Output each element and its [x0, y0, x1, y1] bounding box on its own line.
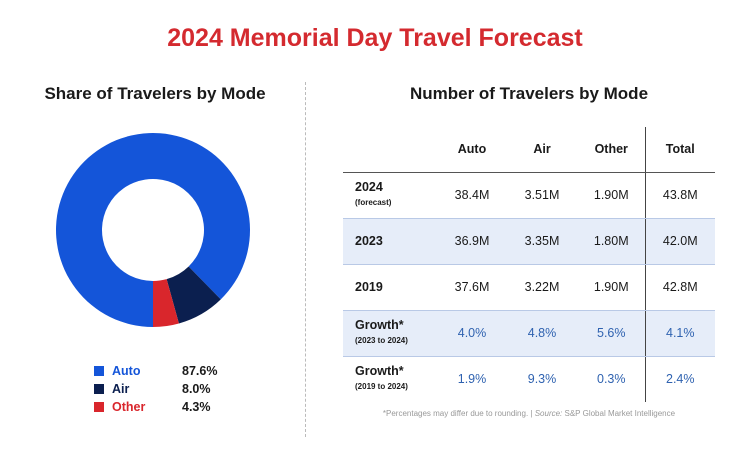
- left-chart-title: Share of Travelers by Mode: [44, 84, 266, 103]
- table-cell: 1.90M: [578, 172, 645, 219]
- row-label-text: Growth*: [355, 318, 404, 332]
- table-cell: 42.0M: [644, 218, 715, 265]
- donut-slice-other: [153, 279, 179, 327]
- table-cell: 43.8M: [644, 172, 715, 219]
- table-cell: 3.51M: [506, 172, 578, 219]
- header-total: Total: [644, 127, 715, 173]
- legend-swatch-air: [94, 384, 104, 394]
- row-label: 2024 (forecast): [343, 172, 438, 219]
- table-cell: 3.22M: [506, 264, 578, 311]
- table-cell: 9.3%: [527, 372, 557, 387]
- legend-swatch-auto: [94, 366, 104, 376]
- footnote-text: *Percentages may differ due to rounding.…: [382, 409, 535, 418]
- row-label-text: 2019: [355, 279, 383, 294]
- row-label-text: Growth*: [355, 364, 404, 379]
- table-cell: 1.90M: [578, 264, 645, 311]
- legend-value: 8.0%: [182, 382, 211, 396]
- table-cell: 1.9%: [457, 372, 487, 387]
- legend-label: Auto: [112, 364, 141, 378]
- table-cell: 3.35M: [506, 218, 578, 265]
- footnote: *Percentages may differ due to rounding.…: [343, 409, 715, 418]
- table-cell: 38.4M: [438, 172, 506, 219]
- legend-label: Other: [112, 400, 146, 414]
- table-cell: 1.80M: [578, 218, 645, 265]
- row-label-text: 2024: [355, 180, 383, 194]
- travelers-table: Auto Air Other Total 2024 (forecast) 38.4M…: [343, 127, 715, 402]
- row-label: Growth* (2019 to 2024): [343, 356, 438, 402]
- row-label: 2019: [343, 264, 438, 311]
- table-cell: 4.0%: [438, 310, 506, 357]
- row-sublabel: (2023 to 2024): [355, 336, 408, 345]
- table-cell: 37.6M: [438, 264, 506, 311]
- table-cell: 4.1%: [644, 310, 715, 357]
- donut-slice-auto: [55, 132, 251, 327]
- page-title: 2024 Memorial Day Travel Forecast: [167, 24, 583, 52]
- table-row: Growth* (2023 to 2024) 4.0% 4.8% 5.6% 4.1%: [343, 310, 715, 357]
- donut-slice-air: [166, 266, 221, 324]
- donut-chart: [55, 132, 251, 327]
- table-row: 2024 (forecast) 38.4M 3.51M 1.90M 43.8M: [343, 172, 715, 219]
- table-row: 2019 37.6M 3.22M 1.90M 42.8M: [343, 264, 715, 311]
- legend-swatch-other: [94, 402, 104, 412]
- table-row: 2023 36.9M 3.35M 1.80M 42.0M: [343, 218, 715, 265]
- right-table-title: Number of Travelers by Mode: [409, 84, 649, 103]
- table-cell: 0.3%: [597, 372, 626, 387]
- header-blank: [343, 127, 438, 173]
- table-cell: 36.9M: [438, 218, 506, 265]
- header-other: Other: [578, 127, 645, 173]
- divider: [305, 82, 306, 437]
- legend-value: 4.3%: [182, 400, 211, 414]
- row-label-text: 2023: [355, 233, 383, 248]
- row-label: 2023: [343, 218, 438, 265]
- header-auto: Auto: [438, 127, 506, 173]
- header-air: Air: [506, 127, 578, 173]
- table-cell: 42.8M: [644, 264, 715, 311]
- source-label: Source:: [534, 409, 563, 418]
- source-text: S&P Global Market Intelligence: [562, 409, 676, 418]
- row-sublabel: (2019 to 2024): [355, 382, 408, 392]
- table-row: Growth* (2019 to 2024) 1.9% 9.3% 0.3% 2.4%: [343, 356, 715, 402]
- table-cell: 4.8%: [506, 310, 578, 357]
- legend-label: Air: [112, 382, 130, 396]
- table-cell: 5.6%: [578, 310, 645, 357]
- row-label: Growth* (2023 to 2024): [343, 310, 438, 357]
- legend-value: 87.6%: [182, 364, 218, 378]
- table-header-row: Auto Air Other Total: [343, 127, 715, 173]
- table-cell: 2.4%: [644, 356, 715, 402]
- row-sublabel: (forecast): [355, 198, 392, 207]
